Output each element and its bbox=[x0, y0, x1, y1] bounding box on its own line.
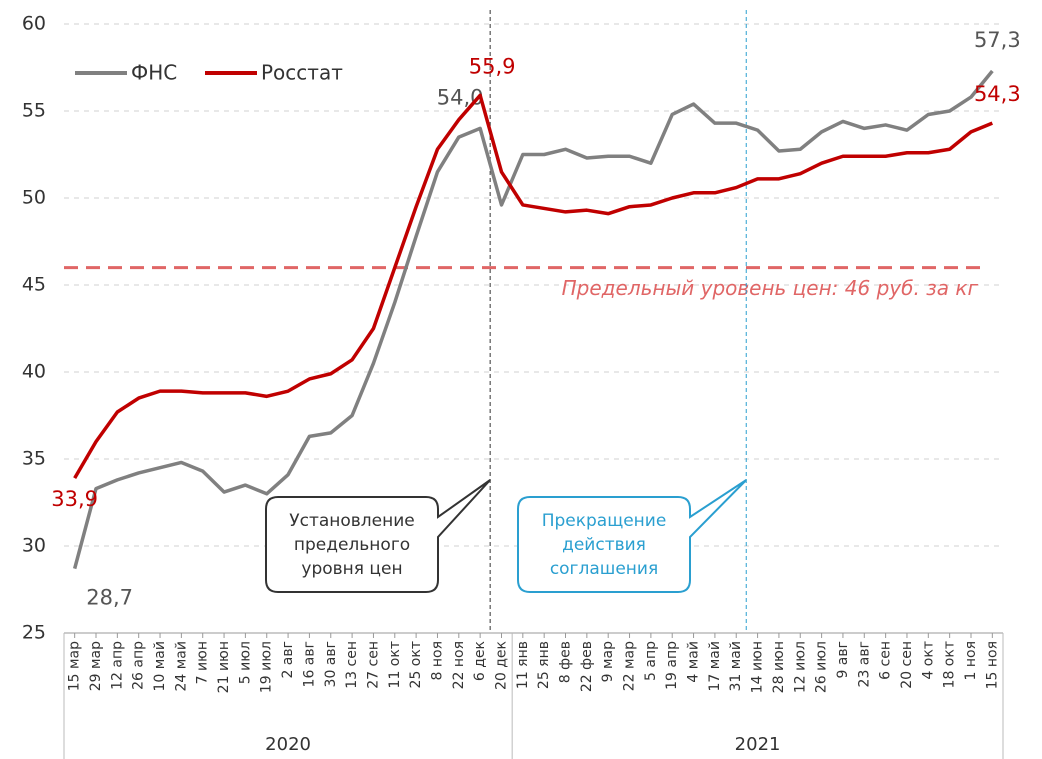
group-label: 2021 bbox=[735, 734, 781, 755]
x-tick-label: 12 июл bbox=[792, 641, 808, 693]
x-tick-label: 18 окт bbox=[942, 641, 958, 688]
series-line bbox=[73, 93, 993, 480]
x-tick-label: 6 дек bbox=[472, 641, 488, 681]
x-tick-label: 10 май bbox=[152, 641, 168, 692]
x-tick-label: 27 сен bbox=[365, 641, 381, 689]
x-tick-label: 5 июл bbox=[237, 641, 253, 684]
data-label: 55,9 bbox=[469, 54, 516, 78]
x-tick-label: 19 июл bbox=[259, 641, 275, 693]
x-tick-label: 1 ноя bbox=[963, 641, 979, 681]
x-tick-label: 25 янв bbox=[536, 641, 552, 689]
x-tick-label: 7 июн bbox=[195, 641, 211, 684]
callout-text: Установление bbox=[289, 511, 415, 531]
callout-box bbox=[517, 479, 747, 593]
x-tick-label: 9 авг bbox=[835, 641, 851, 679]
x-tick-label: 30 авг bbox=[323, 641, 339, 687]
legend-label: ФНС bbox=[131, 61, 177, 85]
x-tick-label: 29 мар bbox=[88, 641, 104, 691]
x-tick-label: 26 апр bbox=[131, 641, 147, 690]
y-tick-label: 30 bbox=[22, 535, 46, 557]
x-tick-label: 12 апр bbox=[109, 641, 125, 690]
callout-text: действия bbox=[562, 535, 646, 555]
callout-text: Прекращение bbox=[542, 511, 667, 531]
x-tick-label: 15 мар bbox=[67, 641, 83, 691]
x-tick-label: 8 ноя bbox=[429, 641, 445, 681]
x-tick-label: 20 дек bbox=[493, 641, 509, 690]
x-tick-label: 16 авг bbox=[301, 641, 317, 687]
series-line bbox=[72, 69, 994, 570]
x-tick-label: 17 май bbox=[707, 641, 723, 692]
x-tick-label: 21 июн bbox=[216, 641, 232, 693]
x-tick-label: 4 окт bbox=[920, 641, 936, 680]
x-tick-label: 5 апр bbox=[643, 641, 659, 681]
x-tick-label: 22 фев bbox=[579, 641, 595, 692]
callout-text: предельного bbox=[294, 535, 410, 555]
data-label: 33,9 bbox=[51, 487, 98, 511]
x-tick-label: 14 июн bbox=[750, 641, 766, 693]
x-tick-label: 26 июл bbox=[814, 641, 830, 693]
x-tick-label: 11 окт bbox=[387, 641, 403, 688]
x-tick-label: 19 апр bbox=[664, 641, 680, 690]
y-tick-label: 35 bbox=[22, 448, 46, 470]
data-label: 54,3 bbox=[974, 82, 1021, 106]
y-tick-label: 60 bbox=[22, 13, 46, 35]
x-tick-label: 20 сен bbox=[899, 641, 915, 689]
limit-label: Предельный уровень цен: 46 руб. за кг bbox=[562, 276, 979, 300]
x-tick-label: 9 мар bbox=[600, 641, 616, 682]
x-tick-label: 23 авг bbox=[856, 641, 872, 687]
x-tick-label: 13 сен bbox=[344, 641, 360, 689]
x-tick-label: 11 янв bbox=[515, 641, 531, 689]
x-tick-label: 8 фев bbox=[558, 641, 574, 683]
x-tick-label: 2 авг bbox=[280, 641, 296, 679]
legend-label: Росстат bbox=[261, 61, 343, 85]
x-tick-label: 22 мар bbox=[622, 641, 638, 691]
y-tick-label: 55 bbox=[22, 100, 46, 122]
x-tick-label: 6 сен bbox=[878, 641, 894, 680]
x-tick-label: 24 май bbox=[173, 641, 189, 692]
data-label: 57,3 bbox=[974, 28, 1021, 52]
x-tick-label: 22 ноя bbox=[451, 641, 467, 689]
x-tick-label: 15 ноя bbox=[984, 641, 1000, 689]
x-tick-label: 25 окт bbox=[408, 641, 424, 688]
callout-text: соглашения bbox=[550, 559, 658, 579]
x-tick-label: 28 июн bbox=[771, 641, 787, 693]
y-tick-label: 40 bbox=[22, 361, 46, 383]
x-tick-label: 31 май bbox=[728, 641, 744, 692]
data-label: 54,0 bbox=[437, 85, 484, 109]
y-tick-label: 45 bbox=[22, 274, 46, 296]
callout-box bbox=[265, 479, 491, 593]
data-label: 28,7 bbox=[86, 586, 133, 610]
y-tick-label: 25 bbox=[22, 622, 46, 644]
y-tick-label: 50 bbox=[22, 187, 46, 209]
group-label: 2020 bbox=[265, 734, 311, 755]
x-tick-label: 4 май bbox=[686, 641, 702, 683]
callout-text: уровня цен bbox=[301, 559, 402, 579]
